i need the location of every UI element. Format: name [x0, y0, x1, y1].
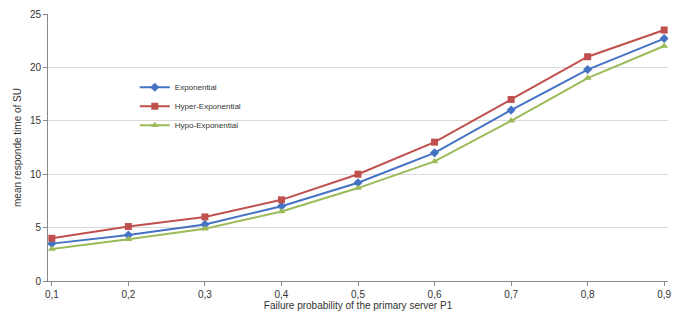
svg-text:mean responde time of SU: mean responde time of SU [12, 88, 23, 207]
svg-text:5: 5 [35, 222, 41, 233]
svg-text:10: 10 [30, 169, 42, 180]
svg-text:0,9: 0,9 [657, 289, 671, 300]
svg-text:Exponential: Exponential [175, 83, 217, 92]
svg-text:0,4: 0,4 [275, 289, 289, 300]
svg-text:0,7: 0,7 [504, 289, 518, 300]
svg-text:0: 0 [35, 276, 41, 287]
svg-text:0,5: 0,5 [351, 289, 365, 300]
svg-text:0,2: 0,2 [121, 289, 135, 300]
svg-text:0,3: 0,3 [198, 289, 212, 300]
svg-text:Failure probability of the pri: Failure probability of the primary serve… [264, 300, 453, 311]
svg-text:15: 15 [30, 115, 42, 126]
svg-text:25: 25 [30, 9, 42, 20]
svg-text:Hypo-Exponential: Hypo-Exponential [175, 121, 238, 130]
svg-text:0,1: 0,1 [45, 289, 59, 300]
svg-text:0,8: 0,8 [581, 289, 595, 300]
svg-text:20: 20 [30, 62, 42, 73]
svg-text:0,6: 0,6 [428, 289, 442, 300]
svg-text:Hyper-Exponential: Hyper-Exponential [175, 102, 241, 111]
